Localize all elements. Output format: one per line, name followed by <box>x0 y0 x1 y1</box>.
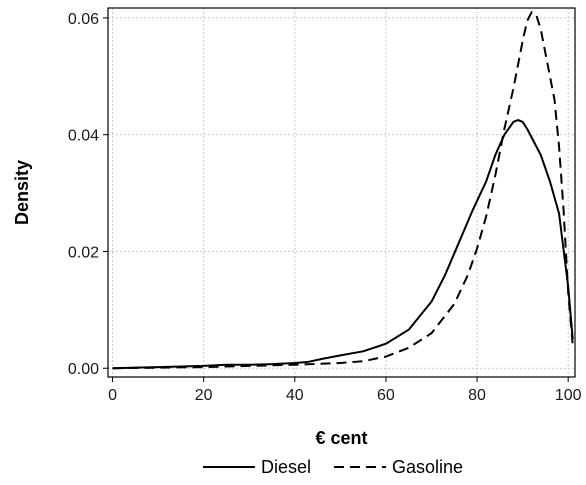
y-tick-label: 0.00 <box>68 361 99 378</box>
series-line-gasoline <box>112 11 574 370</box>
y-axis: 0.00 0.02 0.04 0.06 <box>68 11 108 378</box>
y-tick-label: 0.06 <box>68 11 99 28</box>
y-axis-title: Density <box>12 160 32 225</box>
x-tick-label: 100 <box>555 387 582 404</box>
series-line-diesel <box>112 119 574 370</box>
legend-label-gasoline: Gasoline <box>392 457 463 477</box>
y-tick-label: 0.04 <box>68 128 99 145</box>
grid <box>108 8 575 377</box>
legend: Diesel Gasoline <box>203 457 463 477</box>
x-tick-label: 40 <box>286 387 304 404</box>
series-layer <box>112 11 574 370</box>
x-tick-label: 60 <box>377 387 395 404</box>
x-tick-label: 0 <box>108 387 117 404</box>
x-axis: 0 20 40 60 80 100 <box>108 377 582 404</box>
x-axis-title: € cent <box>315 428 367 448</box>
legend-label-diesel: Diesel <box>261 457 311 477</box>
plot-frame <box>107 7 576 378</box>
x-tick-label: 80 <box>468 387 486 404</box>
x-tick-label: 20 <box>195 387 213 404</box>
y-tick-label: 0.02 <box>68 244 99 261</box>
